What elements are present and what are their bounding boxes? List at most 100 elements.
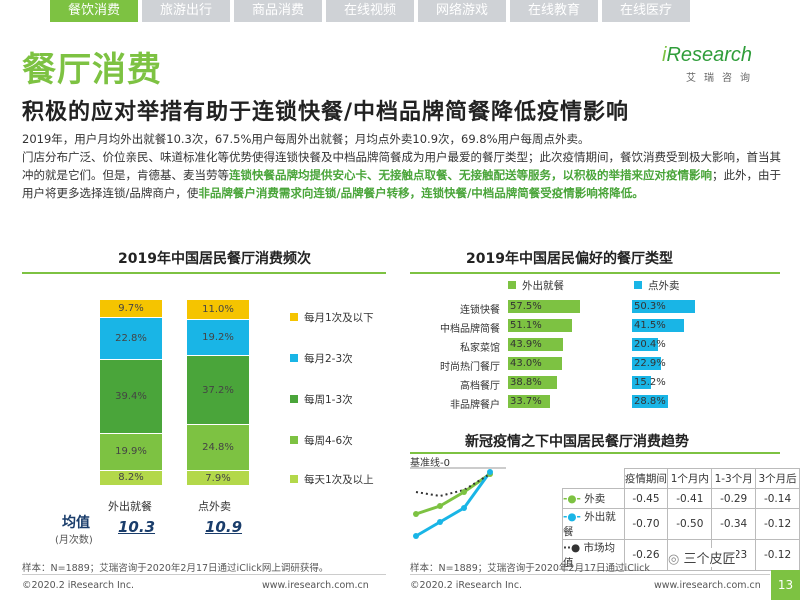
line-marker-icon: -●- — [563, 493, 581, 505]
trend-point — [461, 489, 467, 495]
trend-cell: -0.50 — [667, 508, 713, 540]
baseline-label: 基准线-0 — [410, 458, 450, 469]
type-bar-takeout: 28.8% — [632, 395, 668, 408]
summary-line-1: 2019年，用户月均外出就餐10.3次，67.5%用户每周外出就餐；月均点外卖1… — [22, 132, 590, 146]
trend-cell: -0.26 — [623, 539, 669, 571]
type-bar-takeout: 50.3% — [632, 300, 695, 313]
trend-cell: -0.14 — [755, 488, 800, 509]
trend-line-chart — [410, 467, 506, 539]
trend-header-cell: 3个月后 — [755, 468, 800, 489]
tab-games[interactable]: 网络游戏 — [418, 0, 506, 22]
avg-unit: (月次数) — [55, 535, 93, 546]
legend-label: 每天1次及以上 — [304, 474, 374, 486]
tab-goods[interactable]: 商品消费 — [234, 0, 322, 22]
trend-row-label: ··● 市场均值 — [562, 539, 625, 571]
trend-cell: -0.12 — [755, 539, 800, 571]
freq-legend-item-3: 每周4-6次 — [290, 433, 353, 448]
legend-label: 每月1次及以下 — [304, 312, 374, 324]
freq-legend-item-1: 每月2-3次 — [290, 351, 353, 366]
legend-label: 每周1-3次 — [304, 394, 353, 406]
freq-bar-segment: 7.9% — [187, 471, 249, 485]
type-legend-dine: 外出就餐 — [508, 278, 564, 293]
type-category-label: 连锁快餐 — [460, 305, 500, 316]
trend-cell: -0.29 — [711, 488, 757, 509]
legend-label: 点外卖 — [648, 280, 680, 292]
tab-dining[interactable]: 餐饮消费 — [50, 0, 138, 22]
logo-research: Research — [666, 44, 753, 66]
freq-title-divider — [22, 272, 386, 274]
trend-point — [461, 505, 467, 511]
trend-line-dine — [415, 471, 492, 538]
freq-legend-item-2: 每周1-3次 — [290, 392, 353, 407]
trend-cell: -0.41 — [667, 488, 713, 509]
page-number: 13 — [771, 570, 800, 600]
avg-value-takeout: 10.9 — [205, 518, 243, 536]
type-category-label: 高档餐厅 — [460, 381, 500, 392]
avg-label: 均值 — [62, 515, 90, 531]
summary-text-c: ；此外，由于用户将更多选择连锁/品牌商户，使 — [22, 168, 781, 200]
trend-row-dine: -●- 外出就餐 -0.70 -0.50 -0.34 -0.12 — [562, 508, 800, 540]
tab-travel[interactable]: 旅游出行 — [142, 0, 230, 22]
legend-label: 每周4-6次 — [304, 435, 353, 447]
avg-value-dine: 10.3 — [118, 518, 156, 536]
summary-text-a: 门店分布广泛、价位亲民、味道标准化等优势使得连锁快餐及中档品牌简餐成为用户最爱的… — [22, 150, 781, 182]
freq-bar-segment: 37.2% — [187, 356, 249, 425]
tab-video[interactable]: 在线视频 — [326, 0, 414, 22]
trend-title-divider — [410, 452, 780, 454]
iresearch-logo: iResearch 艾瑞咨询 — [662, 44, 772, 90]
legend-swatch-icon — [290, 354, 298, 362]
trend-row-label: -●- 外卖 — [562, 488, 625, 509]
legend-label: 每月2-3次 — [304, 353, 353, 365]
trend-row-label: -●- 外出就餐 — [562, 508, 625, 540]
legend-swatch-icon — [290, 436, 298, 444]
type-legend-takeout: 点外卖 — [634, 278, 680, 293]
type-bar-takeout: 22.9% — [632, 357, 666, 370]
wechat-icon: ◎ — [668, 552, 684, 567]
freq-bar-segment: 39.4% — [100, 360, 162, 433]
freq-bar-segment: 19.2% — [187, 320, 249, 356]
trend-header-row: 疫情期间 1个月内 1-3个月 3个月后 — [563, 468, 800, 489]
legend-label: 外出就餐 — [522, 280, 564, 292]
logo-subtitle: 艾瑞咨询 — [686, 73, 758, 84]
legend-swatch-icon — [508, 281, 516, 289]
bar-name-dine: 外出就餐 — [108, 500, 152, 513]
watermark-text: 三个皮匠 — [683, 552, 736, 567]
line-marker-icon: -●- — [563, 511, 581, 523]
trend-line-market — [415, 473, 491, 498]
freq-bar-segment: 11.0% — [187, 300, 249, 320]
freq-bar-segment: 22.8% — [100, 318, 162, 360]
freq-legend-item-0: 每月1次及以下 — [290, 310, 374, 325]
freq-legend-item-4: 每天1次及以上 — [290, 472, 374, 487]
trend-cell: -0.45 — [623, 488, 669, 509]
trend-point — [437, 503, 443, 509]
trend-row-name: 外出就餐 — [563, 511, 616, 538]
trend-point — [437, 519, 443, 525]
type-bar-dine: 43.9% — [508, 338, 563, 351]
summary-highlight-b: 连锁快餐品牌均提供安心卡、无接触点取餐、无接触配送等服务，以积极的举措来应对疫情… — [229, 168, 712, 182]
trend-row-name: 市场均值 — [563, 542, 615, 569]
source-note-right: 样本：N=1889；艾瑞咨询于2020年2月17日通过iClick网上调研获得。 — [410, 563, 650, 574]
line-marker-icon: ··● — [563, 542, 581, 554]
tab-education[interactable]: 在线教育 — [510, 0, 598, 22]
trend-line-takeout — [415, 472, 491, 516]
trend-header-cell: 1-3个月 — [711, 468, 757, 489]
url-right[interactable]: www.iresearch.com.cn — [654, 580, 761, 591]
trend-cell: -0.70 — [623, 508, 669, 540]
trend-cell: -0.12 — [755, 508, 800, 540]
type-title-divider — [410, 272, 780, 274]
trend-point — [413, 533, 419, 539]
tab-medical[interactable]: 在线医疗 — [602, 0, 690, 22]
type-chart-title: 2019年中国居民偏好的餐厅类型 — [466, 251, 673, 267]
type-category-label: 时尚热门餐厅 — [440, 362, 500, 373]
tab-bar: 餐饮消费 旅游出行 商品消费 在线视频 网络游戏 在线教育 在线医疗 — [0, 0, 800, 24]
copyright-right: ©2020.2 iResearch Inc. — [410, 580, 523, 591]
trend-title: 新冠疫情之下中国居民餐厅消费趋势 — [465, 434, 689, 450]
freq-chart-title: 2019年中国居民餐厅消费频次 — [118, 251, 311, 267]
url-left[interactable]: www.iresearch.com.cn — [262, 580, 369, 591]
freq-bar-segment: 8.2% — [100, 470, 162, 485]
footer-divider-right — [410, 574, 770, 575]
watermark: ◎ 三个皮匠 — [668, 548, 736, 567]
trend-row-name: 外卖 — [584, 493, 606, 505]
type-bar-dine: 57.5% — [508, 300, 580, 313]
logo-i: i — [662, 44, 667, 66]
